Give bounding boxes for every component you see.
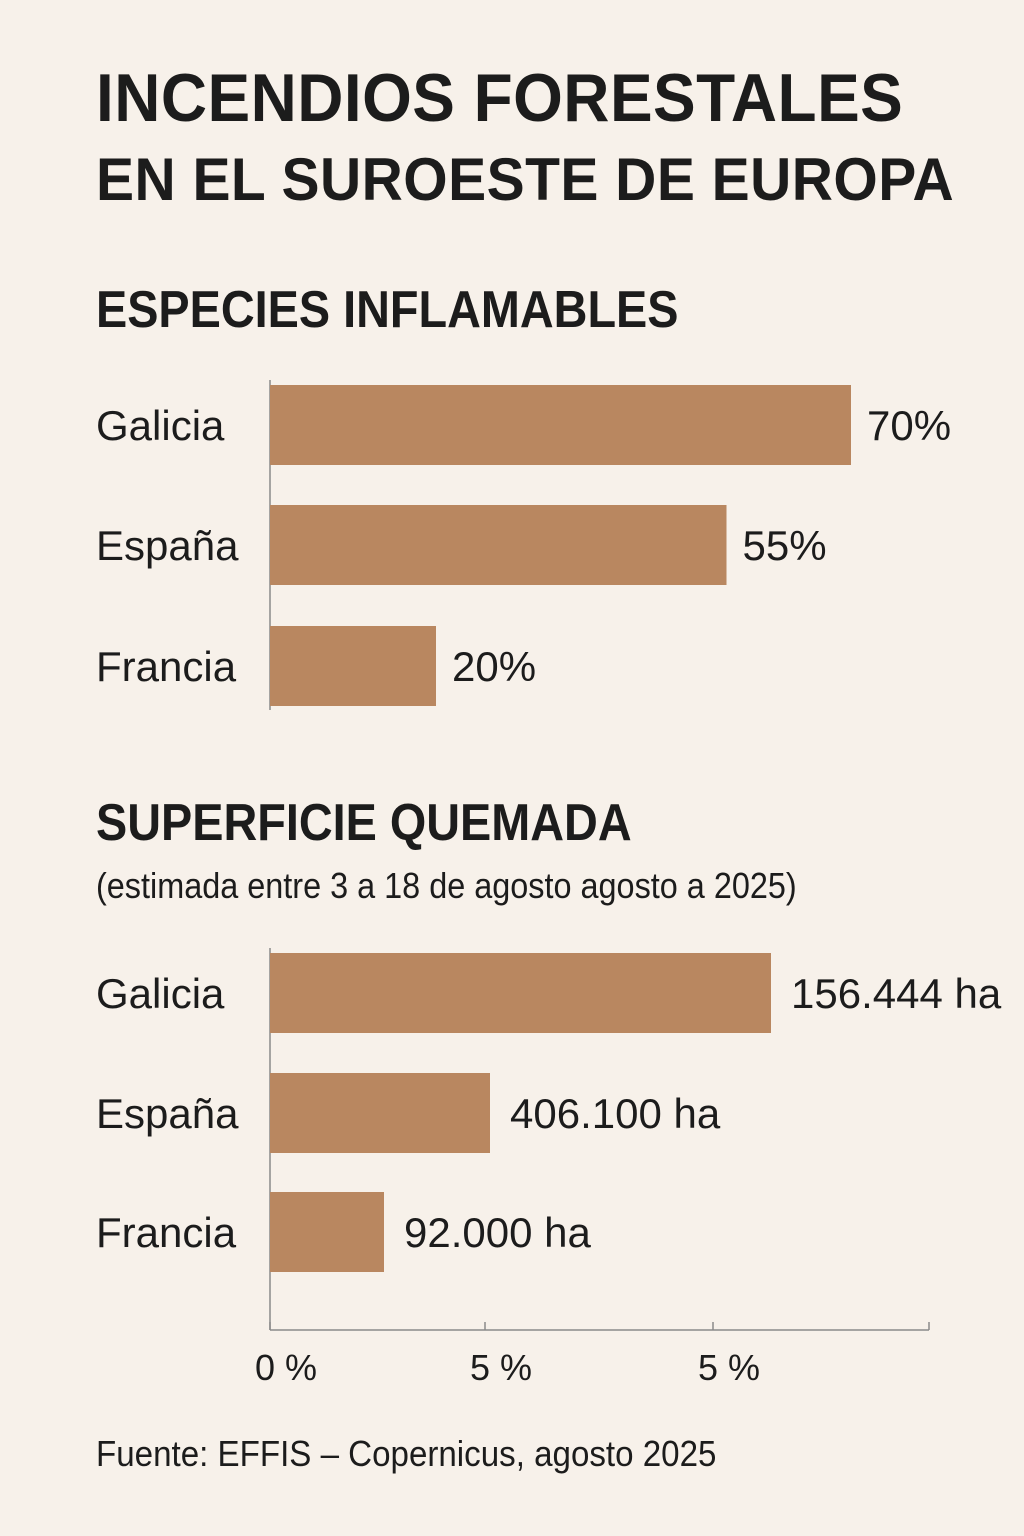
bar: [270, 953, 771, 1033]
x-tick-label: 0 %: [255, 1347, 317, 1388]
category-label: Francia: [96, 643, 237, 690]
source-note: Fuente: EFFIS – Copernicus, agosto 2025: [96, 1433, 717, 1474]
page-title-line-2: EN EL SUROESTE DE EUROPA: [96, 146, 955, 213]
page-title-line-1: INCENDIOS FORESTALES: [96, 60, 904, 136]
bar: [270, 1073, 490, 1153]
x-tick-label: 5 %: [470, 1347, 532, 1388]
category-label: Francia: [96, 1209, 237, 1256]
value-label: 92.000 ha: [404, 1209, 591, 1256]
category-label: España: [96, 1090, 239, 1137]
bar: [270, 385, 851, 465]
chart-2-title: SUPERFICIE QUEMADA: [96, 794, 632, 852]
value-label: 156.444 ha: [791, 970, 1002, 1017]
burned-area-chart: Galicia 156.444 ha España 406.100 ha Francia…: [96, 948, 1002, 1388]
chart-2-subtitle: (estimada entre 3 a 18 de agosto agosto …: [96, 865, 797, 906]
bar: [270, 626, 436, 706]
value-label: 406.100 ha: [510, 1090, 721, 1137]
category-label: Galicia: [96, 970, 225, 1017]
x-tick-label: 5 %: [698, 1347, 760, 1388]
value-label: 20%: [452, 643, 536, 690]
bar: [270, 1192, 384, 1272]
inflammable-species-chart: Galicia 70% España 55% Francia 20%: [96, 380, 951, 710]
value-label: 55%: [743, 522, 827, 569]
bar: [270, 505, 727, 585]
category-label: España: [96, 522, 239, 569]
chart-1-title: ESPECIES INFLAMABLES: [96, 281, 679, 339]
category-label: Galicia: [96, 402, 225, 449]
value-label: 70%: [867, 402, 951, 449]
